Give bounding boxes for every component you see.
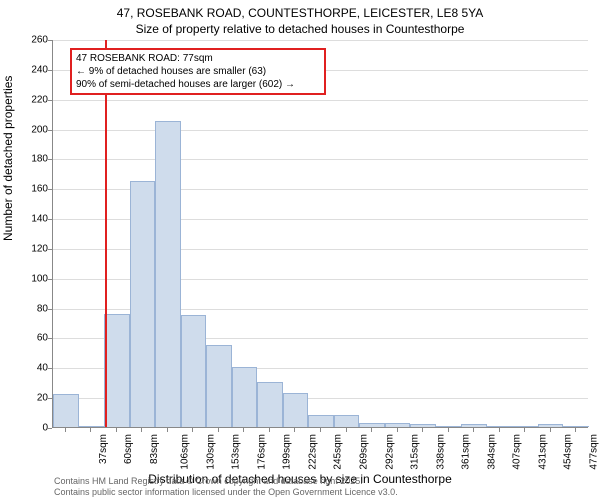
x-tick-mark <box>524 428 525 432</box>
x-tick-label: 60sqm <box>123 434 134 464</box>
annotation-line-2: ← 9% of detached houses are smaller (63) <box>76 65 320 78</box>
y-tick-label: 60 <box>37 333 48 344</box>
y-tick-label: 100 <box>31 273 48 284</box>
bar <box>79 426 105 427</box>
x-tick-label: 454sqm <box>563 434 574 470</box>
x-tick-mark <box>397 428 398 432</box>
x-tick-mark <box>346 428 347 432</box>
y-tick-label: 20 <box>37 393 48 404</box>
y-tick-label: 260 <box>31 35 48 46</box>
x-tick-mark <box>550 428 551 432</box>
grid-line <box>53 159 588 160</box>
x-tick-label: 176sqm <box>256 434 267 470</box>
y-tick-label: 180 <box>31 154 48 165</box>
x-tick-label: 361sqm <box>461 434 472 470</box>
x-tick-mark <box>90 428 91 432</box>
footer-line-1: Contains HM Land Registry data © Crown c… <box>54 476 398 487</box>
x-tick-label: 245sqm <box>333 434 344 470</box>
x-tick-mark <box>116 428 117 432</box>
bar <box>257 382 283 427</box>
x-tick-mark <box>141 428 142 432</box>
bar <box>53 394 79 427</box>
bar <box>436 426 462 427</box>
chart-container: 47, ROSEBANK ROAD, COUNTESTHORPE, LEICES… <box>0 0 600 500</box>
reference-line <box>105 40 107 427</box>
bar <box>155 121 181 427</box>
chart-title: 47, ROSEBANK ROAD, COUNTESTHORPE, LEICES… <box>0 6 600 20</box>
x-tick-mark <box>473 428 474 432</box>
bar <box>206 345 232 427</box>
bar <box>359 423 385 427</box>
x-tick-mark <box>294 428 295 432</box>
y-tick-label: 140 <box>31 214 48 225</box>
bar <box>308 415 334 427</box>
grid-line <box>53 100 588 101</box>
bar <box>104 314 130 427</box>
x-tick-mark <box>65 428 66 432</box>
x-tick-label: 292sqm <box>384 434 395 470</box>
y-axis-label: Number of detached properties <box>1 76 15 241</box>
bar <box>130 181 156 427</box>
x-tick-mark <box>167 428 168 432</box>
y-tick-label: 40 <box>37 363 48 374</box>
bar <box>232 367 258 427</box>
grid-line <box>53 40 588 41</box>
x-tick-label: 384sqm <box>486 434 497 470</box>
bar <box>385 423 411 427</box>
x-tick-label: 222sqm <box>308 434 319 470</box>
x-tick-label: 83sqm <box>149 434 160 464</box>
chart-subtitle: Size of property relative to detached ho… <box>0 22 600 36</box>
x-tick-label: 269sqm <box>359 434 370 470</box>
x-tick-mark <box>422 428 423 432</box>
x-tick-mark <box>575 428 576 432</box>
annotation-line-3: 90% of semi-detached houses are larger (… <box>76 78 320 91</box>
x-tick-mark <box>499 428 500 432</box>
x-tick-mark <box>192 428 193 432</box>
y-tick-label: 240 <box>31 64 48 75</box>
x-tick-label: 130sqm <box>205 434 216 470</box>
x-tick-label: 199sqm <box>282 434 293 470</box>
footer-attribution: Contains HM Land Registry data © Crown c… <box>54 476 398 498</box>
bar <box>334 415 360 427</box>
grid-line <box>53 130 588 131</box>
bar <box>487 426 513 427</box>
x-tick-mark <box>371 428 372 432</box>
annotation-line-1: 47 ROSEBANK ROAD: 77sqm <box>76 52 320 65</box>
x-tick-mark <box>448 428 449 432</box>
x-tick-mark <box>243 428 244 432</box>
bar <box>181 315 207 427</box>
x-tick-mark <box>218 428 219 432</box>
bar <box>563 426 589 427</box>
bar <box>461 424 487 427</box>
x-tick-label: 407sqm <box>512 434 523 470</box>
footer-line-2: Contains public sector information licen… <box>54 487 398 498</box>
bar <box>538 424 564 427</box>
x-tick-label: 338sqm <box>435 434 446 470</box>
bar <box>410 424 436 427</box>
x-tick-label: 477sqm <box>588 434 599 470</box>
y-tick-label: 120 <box>31 243 48 254</box>
bar <box>283 393 309 427</box>
y-tick-label: 80 <box>37 303 48 314</box>
y-tick-mark <box>48 428 52 429</box>
y-tick-label: 220 <box>31 94 48 105</box>
x-tick-mark <box>269 428 270 432</box>
bar <box>512 426 538 427</box>
y-tick-label: 200 <box>31 124 48 135</box>
x-tick-label: 106sqm <box>180 434 191 470</box>
plot-area <box>52 40 588 428</box>
x-tick-label: 37sqm <box>98 434 109 464</box>
x-tick-mark <box>320 428 321 432</box>
annotation-box: 47 ROSEBANK ROAD: 77sqm ← 9% of detached… <box>70 48 326 95</box>
x-tick-label: 153sqm <box>231 434 242 470</box>
y-tick-label: 160 <box>31 184 48 195</box>
x-tick-label: 431sqm <box>537 434 548 470</box>
x-tick-label: 315sqm <box>410 434 421 470</box>
